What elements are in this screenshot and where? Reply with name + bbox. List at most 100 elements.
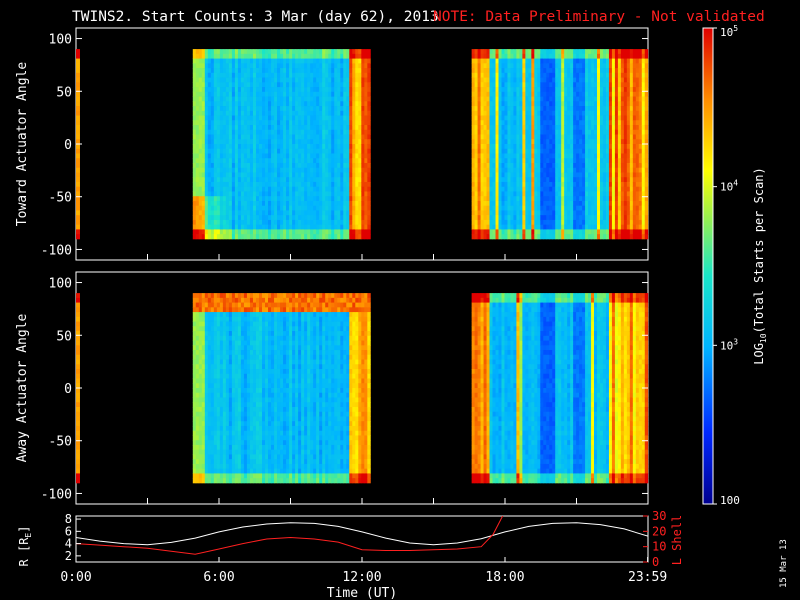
heatmap-cell bbox=[632, 177, 637, 183]
heatmap-cell bbox=[225, 110, 230, 116]
heatmap-cell bbox=[525, 125, 529, 131]
heatmap-cell bbox=[286, 110, 290, 116]
heatmap-cell bbox=[600, 68, 604, 74]
heatmap-cell bbox=[611, 186, 616, 192]
heatmap-cell bbox=[322, 162, 326, 169]
heatmap-cell bbox=[343, 234, 347, 240]
heatmap-cell bbox=[585, 129, 589, 135]
heatmap-cell bbox=[198, 321, 203, 327]
heatmap-cell bbox=[76, 215, 80, 221]
heatmap-cell bbox=[255, 58, 260, 64]
heatmap-cell bbox=[313, 148, 317, 154]
heatmap-cell bbox=[552, 162, 556, 169]
heatmap-cell bbox=[579, 82, 583, 88]
heatmap-cell bbox=[364, 200, 368, 207]
heatmap-cell bbox=[510, 196, 514, 202]
heatmap-cell bbox=[271, 177, 275, 183]
heatmap-cell bbox=[635, 196, 640, 202]
heatmap-cell bbox=[301, 172, 305, 178]
heatmap-cell bbox=[602, 63, 607, 69]
heatmap-cell bbox=[349, 205, 353, 211]
heatmap-cell bbox=[534, 68, 538, 74]
heatmap-cell bbox=[310, 134, 314, 140]
heatmap-cell bbox=[367, 115, 371, 121]
heatmap-cell bbox=[334, 58, 338, 64]
heatmap-cell bbox=[313, 224, 317, 230]
heatmap-cell bbox=[489, 144, 493, 150]
heatmap-cell bbox=[594, 148, 598, 154]
heatmap-cell bbox=[543, 82, 547, 88]
heatmap-cell bbox=[337, 158, 341, 164]
heatmap-cell bbox=[265, 101, 269, 107]
heatmap-cell bbox=[620, 72, 625, 78]
heatmap-cell bbox=[201, 425, 206, 432]
heatmap-cell bbox=[198, 473, 203, 479]
heatmap-cell bbox=[76, 144, 80, 150]
heatmap-cell bbox=[316, 200, 320, 207]
heatmap-cell bbox=[626, 153, 631, 159]
heatmap-cell bbox=[528, 110, 532, 116]
heatmap-cell bbox=[626, 110, 631, 116]
heatmap-cell bbox=[262, 82, 266, 88]
heatmap-cell bbox=[534, 101, 538, 107]
heatmap-cell bbox=[361, 219, 365, 226]
heatmap-cell bbox=[76, 158, 80, 164]
heatmap-cell bbox=[611, 177, 616, 183]
heatmap-cell bbox=[225, 120, 230, 126]
heatmap-cell bbox=[361, 49, 365, 55]
heatmap-cell bbox=[591, 68, 595, 74]
heatmap-cell bbox=[216, 72, 221, 78]
heatmap-cell bbox=[588, 181, 592, 188]
heatmap-cell bbox=[531, 144, 535, 150]
heatmap-cell bbox=[489, 134, 493, 140]
heatmap-cell bbox=[237, 167, 242, 173]
y-tick-label: -100 bbox=[41, 243, 72, 258]
heatmap-cell bbox=[307, 115, 311, 121]
heatmap-cell bbox=[492, 96, 496, 102]
heatmap-cell bbox=[561, 196, 565, 202]
heatmap-cell bbox=[605, 77, 610, 83]
heatmap-cell bbox=[252, 181, 257, 188]
heatmap-cell bbox=[334, 49, 338, 55]
heatmap-cell bbox=[346, 186, 350, 192]
heatmap-cell bbox=[513, 58, 517, 64]
heatmap-cell bbox=[286, 68, 290, 74]
heatmap-cell bbox=[474, 53, 479, 59]
heatmap-cell bbox=[498, 205, 502, 211]
heatmap-cell bbox=[340, 49, 344, 55]
heatmap-cell bbox=[277, 68, 281, 74]
heatmap-cell bbox=[198, 364, 203, 370]
heatmap-cell bbox=[367, 53, 371, 59]
heatmap-cell bbox=[252, 158, 257, 164]
heatmap-cell bbox=[243, 101, 248, 107]
heatmap-cell bbox=[249, 106, 254, 112]
heatmap-cell bbox=[292, 72, 296, 78]
heatmap-cell bbox=[555, 144, 559, 150]
heatmap-cell bbox=[201, 205, 206, 211]
heatmap-cell bbox=[597, 210, 601, 216]
heatmap-cell bbox=[258, 110, 263, 116]
heatmap-cell bbox=[510, 172, 514, 178]
heatmap-cell bbox=[346, 96, 350, 102]
heatmap-cell bbox=[525, 87, 529, 93]
heatmap-cell bbox=[298, 82, 302, 88]
heatmap-cell bbox=[225, 162, 230, 169]
heatmap-cell bbox=[258, 139, 263, 145]
heatmap-cell bbox=[552, 87, 556, 93]
heatmap-cell bbox=[192, 205, 197, 211]
heatmap-cell bbox=[343, 219, 347, 226]
heatmap-cell bbox=[222, 82, 227, 88]
heatmap-cell bbox=[367, 210, 371, 216]
heatmap-cell bbox=[274, 87, 278, 93]
heatmap-cell bbox=[570, 153, 574, 159]
heatmap-cell bbox=[76, 129, 80, 135]
heatmap-cell bbox=[207, 177, 212, 183]
heatmap-cell bbox=[501, 205, 505, 211]
heatmap-cell bbox=[483, 96, 487, 102]
heatmap-cell bbox=[352, 210, 356, 216]
heatmap-cell bbox=[298, 224, 302, 230]
heatmap-cell bbox=[570, 177, 574, 183]
heatmap-cell bbox=[594, 196, 598, 202]
heatmap-cell bbox=[605, 219, 610, 226]
heatmap-cell bbox=[474, 77, 479, 83]
